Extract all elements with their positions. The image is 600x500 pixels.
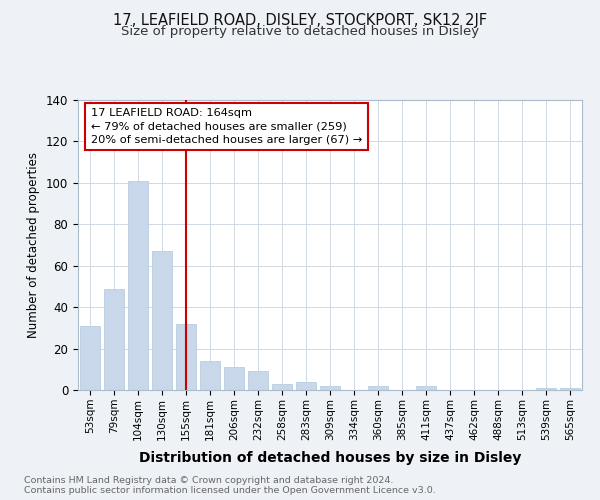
Bar	[272, 384, 292, 390]
Text: Contains HM Land Registry data © Crown copyright and database right 2024.: Contains HM Land Registry data © Crown c…	[24, 476, 394, 485]
Bar	[248, 372, 268, 390]
Bar	[368, 386, 388, 390]
Bar	[296, 382, 316, 390]
Bar	[80, 326, 100, 390]
Bar	[224, 367, 244, 390]
Text: Size of property relative to detached houses in Disley: Size of property relative to detached ho…	[121, 25, 479, 38]
Bar	[536, 388, 556, 390]
Bar	[152, 251, 172, 390]
Bar	[416, 386, 436, 390]
Text: 17 LEAFIELD ROAD: 164sqm
← 79% of detached houses are smaller (259)
20% of semi-: 17 LEAFIELD ROAD: 164sqm ← 79% of detach…	[91, 108, 362, 144]
Text: Contains public sector information licensed under the Open Government Licence v3: Contains public sector information licen…	[24, 486, 436, 495]
Text: 17, LEAFIELD ROAD, DISLEY, STOCKPORT, SK12 2JF: 17, LEAFIELD ROAD, DISLEY, STOCKPORT, SK…	[113, 12, 487, 28]
Bar	[176, 324, 196, 390]
Y-axis label: Number of detached properties: Number of detached properties	[28, 152, 40, 338]
X-axis label: Distribution of detached houses by size in Disley: Distribution of detached houses by size …	[139, 451, 521, 465]
Bar	[320, 386, 340, 390]
Bar	[560, 388, 580, 390]
Bar	[104, 288, 124, 390]
Bar	[128, 181, 148, 390]
Bar	[200, 361, 220, 390]
